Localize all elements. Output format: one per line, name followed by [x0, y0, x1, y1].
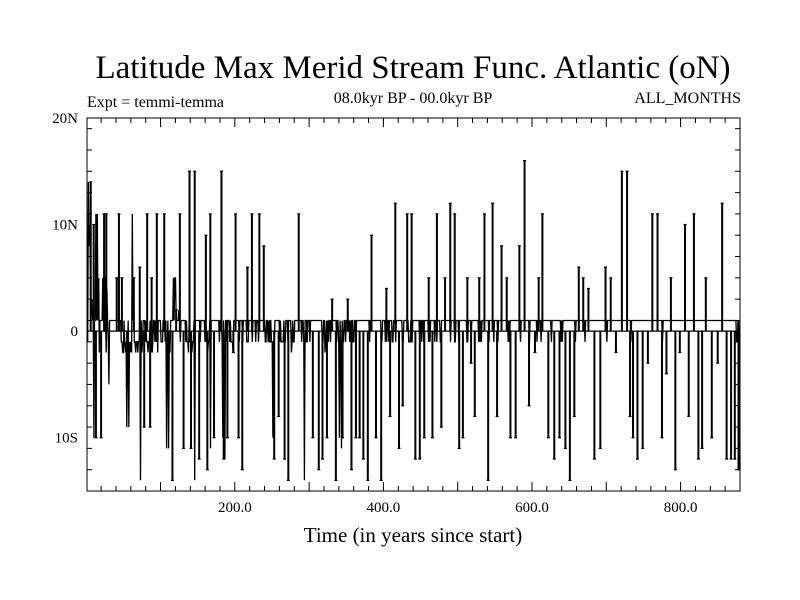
x-tick-label: 200.0 — [218, 500, 252, 516]
chart-subtitle-left: Expt = temmi-temma — [87, 94, 224, 111]
x-tick-label: 800.0 — [664, 500, 698, 516]
x-tick-label: 600.0 — [515, 500, 549, 516]
chart-subtitle-center: 08.0kyr BP - 00.0kyr BP — [334, 90, 493, 107]
series-layer — [87, 159, 741, 481]
y-tick-label: 20N — [52, 111, 78, 127]
x-tick-label: 400.0 — [367, 500, 401, 516]
y-tick-label: 10S — [55, 431, 78, 447]
x-axis-label: Time (in years since start) — [304, 523, 523, 547]
chart-title: Latitude Max Merid Stream Func. Atlantic… — [95, 50, 730, 86]
y-tick-label: 10N — [52, 218, 78, 234]
series-line — [87, 181, 741, 481]
chart-subtitle-right: ALL_MONTHS — [634, 90, 741, 107]
y-tick-label: 0 — [71, 324, 79, 340]
x-axis: 200.0 400.0 600.0 800.0 — [100, 118, 741, 516]
